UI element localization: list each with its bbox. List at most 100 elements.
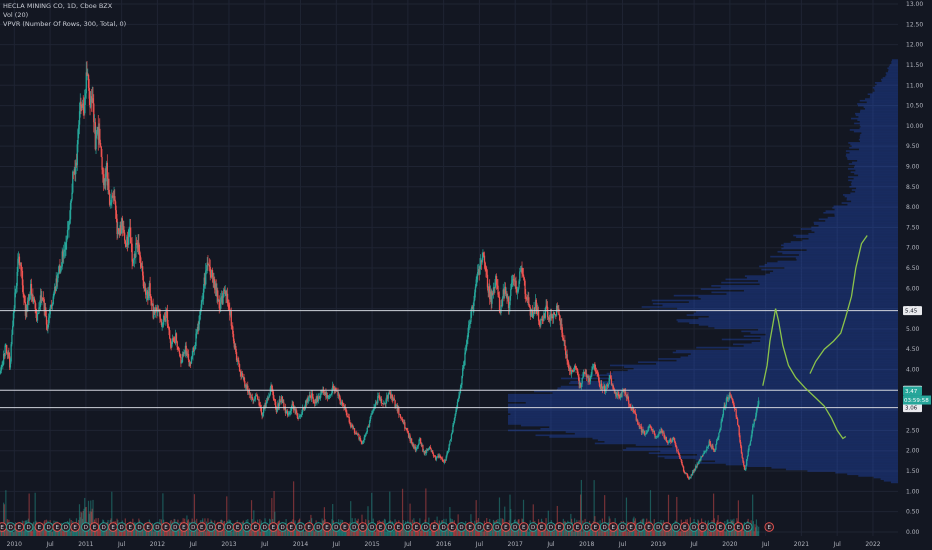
event-marker-label: D — [316, 525, 320, 531]
candle-body — [637, 424, 640, 425]
volume-bar — [419, 530, 422, 536]
candle-body — [753, 419, 755, 425]
volume-bar — [40, 531, 42, 536]
candle-body — [12, 325, 14, 335]
candle-body — [407, 430, 409, 433]
candle-body — [416, 446, 418, 450]
candle-body — [377, 396, 379, 404]
candle-body — [666, 440, 668, 443]
event-marker — [590, 522, 601, 532]
vpvr-legend[interactable]: VPVR (Number Of Rows, 300, Total, 0) — [3, 20, 127, 28]
time-axis[interactable]: 2010 Jul 2011 Jul 2012 Jul 2013 Jul 2014 Jul 2015 J… — [0, 536, 932, 550]
candle-body — [646, 431, 649, 433]
candle-body — [347, 416, 349, 418]
candle-body — [722, 409, 725, 416]
candle-body — [435, 457, 437, 460]
volume-bar — [558, 529, 561, 536]
profile-row — [859, 111, 898, 113]
volume-bar — [426, 530, 428, 536]
profile-row — [777, 250, 898, 253]
candle-body — [69, 219, 71, 225]
candle-body — [670, 438, 672, 442]
candle-body — [249, 394, 251, 395]
candle-body — [527, 297, 529, 300]
event-marker-label: E — [665, 525, 669, 531]
volume-bar — [422, 527, 424, 536]
candle-body — [689, 477, 692, 478]
volume-bar — [52, 523, 54, 536]
candle-body — [52, 296, 54, 305]
volume-bar — [433, 530, 435, 536]
candle-body — [241, 373, 243, 376]
volume-bar — [455, 524, 457, 536]
candle-body — [95, 135, 97, 150]
x-tick-label: Jul — [332, 541, 341, 548]
volume-bar — [540, 531, 542, 536]
candle-body — [480, 260, 483, 263]
candle-body — [648, 426, 650, 428]
volume-bar — [119, 530, 121, 536]
candle-body — [530, 313, 532, 316]
candle-body — [365, 432, 368, 434]
volume-bar — [237, 530, 239, 536]
candle-body — [299, 415, 301, 417]
volume-bar — [528, 531, 530, 536]
candle-body — [12, 312, 15, 326]
candle-body — [386, 395, 389, 399]
candle-body — [117, 228, 120, 231]
candle-body — [600, 383, 602, 388]
candle-body — [582, 376, 584, 379]
candle-body — [329, 394, 332, 396]
event-marker-label: E — [504, 525, 508, 531]
candle-body — [183, 353, 185, 356]
candle-body — [647, 426, 649, 432]
profile-row — [697, 462, 898, 464]
volume-legend[interactable]: Vol (20) — [3, 11, 29, 19]
profile-row — [508, 423, 898, 425]
candle-body — [145, 294, 148, 296]
candle-body — [254, 396, 256, 400]
candle-body — [528, 297, 530, 305]
profile-row — [758, 328, 898, 331]
volume-bar — [195, 530, 197, 536]
candle-body — [323, 392, 326, 395]
candle-body — [227, 303, 229, 305]
candle-body — [757, 404, 759, 407]
candle-body — [466, 338, 468, 344]
candle-body — [79, 101, 81, 112]
candle-body — [96, 126, 99, 132]
volume-bar — [216, 525, 218, 536]
candle-body — [501, 305, 503, 306]
profile-row — [882, 77, 898, 79]
candle-body — [640, 426, 642, 428]
y-tick-label: 12.00 — [906, 42, 923, 49]
candle-body — [482, 252, 484, 259]
candle-body — [640, 426, 643, 433]
candle-body — [270, 384, 272, 388]
candle-body — [342, 404, 344, 406]
candle-body — [574, 365, 576, 368]
candle-body — [413, 443, 415, 449]
candle-body — [453, 422, 455, 426]
volume-bar — [688, 526, 691, 536]
volume-bar — [573, 531, 575, 536]
volume-bar — [429, 530, 431, 536]
symbol-legend[interactable]: HECLA MINING CO, 1D, Cboe BZX — [3, 2, 113, 10]
candle-body — [637, 420, 639, 425]
volume-bar — [655, 529, 657, 536]
price-axis[interactable]: 13.0012.5012.0011.5011.0010.5010.009.509… — [898, 0, 932, 550]
candle-body — [508, 305, 510, 308]
volume-bar — [723, 531, 725, 536]
horizontal-levels[interactable] — [0, 310, 898, 409]
volume-bar — [512, 528, 514, 536]
event-marker-label: E — [325, 525, 329, 531]
profile-row — [853, 130, 898, 133]
volume-bar — [178, 528, 181, 536]
volume-bar — [31, 531, 33, 536]
candle-body — [573, 367, 575, 372]
volume-bar — [735, 526, 737, 536]
candle-body — [733, 402, 735, 408]
x-tick-label: Jul — [546, 541, 555, 548]
